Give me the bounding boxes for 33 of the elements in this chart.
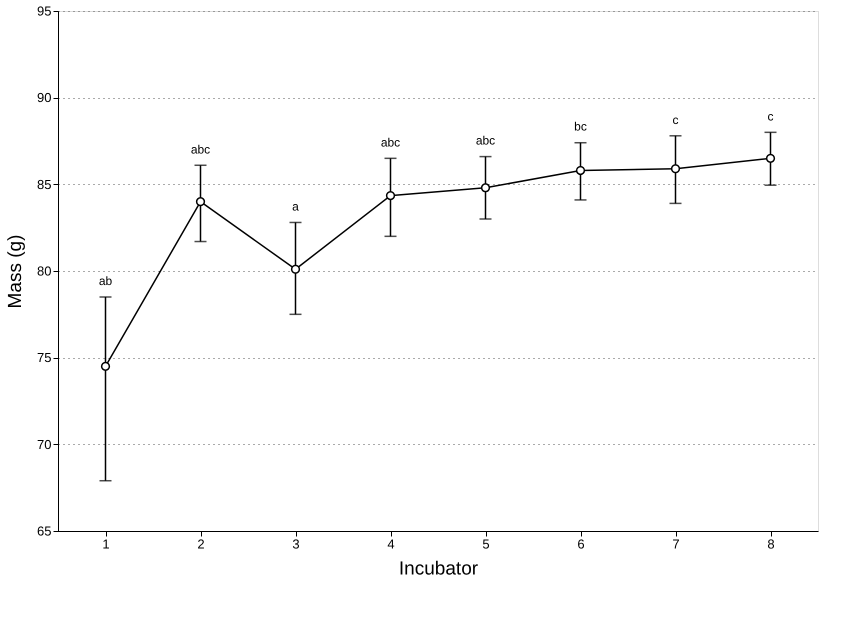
point bbox=[670, 164, 680, 174]
y-tick-label: 65 bbox=[37, 524, 52, 538]
x-tick-label: 2 bbox=[197, 536, 205, 552]
x-tick-label: 3 bbox=[292, 536, 300, 552]
x-tick-label: 6 bbox=[577, 536, 585, 552]
annotation: ab bbox=[98, 274, 112, 288]
point bbox=[576, 166, 586, 176]
y-tick-label: 70 bbox=[37, 436, 52, 452]
annotation: c bbox=[768, 109, 774, 124]
annotation: abc bbox=[190, 142, 210, 156]
y-tick-label: 95 bbox=[37, 4, 52, 18]
point bbox=[100, 362, 110, 371]
annotation: bc bbox=[574, 120, 587, 134]
annotation: abc bbox=[476, 134, 496, 148]
point bbox=[196, 197, 206, 206]
point bbox=[386, 190, 396, 200]
point bbox=[290, 264, 300, 274]
point bbox=[480, 183, 490, 192]
y-tick-label: 75 bbox=[37, 350, 52, 366]
point bbox=[766, 154, 776, 163]
x-tick-label: 8 bbox=[767, 536, 775, 552]
annotation: c bbox=[672, 112, 678, 127]
y-tick-label: 80 bbox=[37, 264, 52, 278]
y-tick-label: 90 bbox=[37, 90, 52, 106]
y-tick-label: 85 bbox=[37, 176, 52, 192]
annotation: a bbox=[292, 199, 300, 214]
x-tick-label: 5 bbox=[482, 536, 490, 552]
x-tick-label: 1 bbox=[102, 536, 110, 552]
x-axis-title: Incubator bbox=[398, 558, 479, 580]
x-tick-label: 7 bbox=[672, 536, 680, 552]
annotation: abc bbox=[380, 135, 400, 150]
x-tick-label: 4 bbox=[387, 536, 395, 552]
y-axis-title: Mass (g) bbox=[5, 234, 26, 308]
